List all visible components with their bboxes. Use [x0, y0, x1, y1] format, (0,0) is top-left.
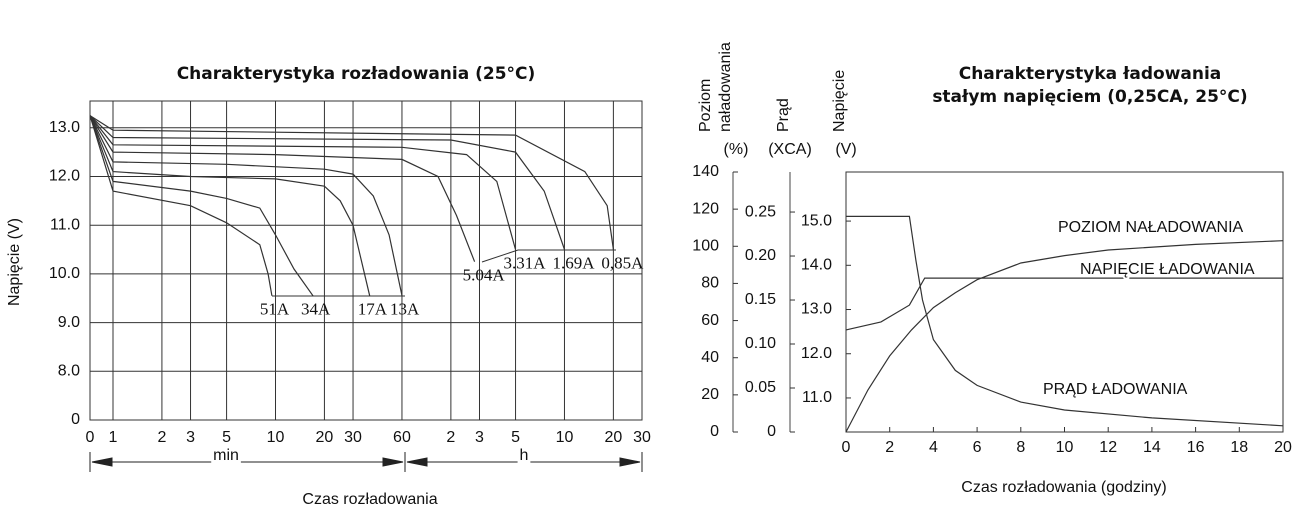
chart-title: Charakterystyka ładowania [959, 64, 1222, 84]
x-tick-label: 2 [157, 429, 166, 446]
y2-tick-label: 0.25 [745, 203, 776, 220]
discharge-curve [89, 115, 403, 296]
chart-title: stałym napięciem (0,25CA, 25°C) [932, 87, 1247, 107]
curve-label: 5.04A [463, 266, 506, 285]
curve-label: 1.69A [552, 253, 595, 272]
x-tick-label: 0 [842, 439, 851, 456]
x-tick-label: 10 [556, 429, 574, 446]
curve-label: 0,85A [601, 253, 644, 272]
charge-curve [845, 240, 1284, 433]
x-tick-label: 20 [604, 429, 622, 446]
y-tick-label: 100 [692, 238, 719, 255]
y-tick-label: 11.0 [50, 216, 80, 233]
curve-label: 51A [260, 300, 290, 319]
y-tick-label: 12.0 [49, 168, 80, 185]
x-tick-label: 2 [885, 439, 894, 456]
discharge-curve [89, 115, 371, 296]
x-tick-label: 2 [446, 429, 455, 446]
x-tick-label: 3 [475, 429, 484, 446]
y-unit: (%) [724, 141, 749, 158]
y2-unit: (XCA) [768, 141, 812, 158]
x-tick-label: 18 [1230, 439, 1248, 456]
y2-tick-label: 0.10 [745, 335, 776, 352]
x-tick-label: 30 [633, 429, 651, 446]
x-tick-label: 60 [393, 429, 411, 446]
y3-tick-label: 12.0 [801, 345, 832, 362]
curve-label: POZIOM NAŁADOWANIA [1058, 219, 1244, 236]
y2-tick-label: 0.20 [745, 247, 776, 264]
y-axis-title: naładowania [717, 42, 734, 132]
y-tick-label: 13.0 [49, 119, 80, 136]
y-tick-label: 40 [701, 349, 719, 366]
discharge-curve [89, 115, 273, 296]
discharge-curve [89, 115, 517, 250]
y-tick-label: 8.0 [58, 363, 80, 380]
x-tick-label: 20 [1274, 439, 1292, 456]
y3-axis-title: Napięcie [831, 70, 848, 132]
x-axis-title: Czas rozładowania [302, 491, 437, 508]
curve-label: 17A [358, 300, 388, 319]
x-tick-label: 20 [316, 429, 334, 446]
curve-label: NAPIĘCIE ŁADOWANIA [1080, 261, 1255, 278]
chart-title: Charakterystyka rozładowania (25°C) [177, 64, 536, 84]
discharge-curve [89, 115, 614, 250]
y-tick-label: 80 [701, 275, 719, 292]
span-arrows [89, 452, 643, 472]
discharge-curve [89, 115, 476, 262]
span-label: h [520, 447, 529, 464]
discharge-curve [89, 115, 314, 297]
y-tick-label: 0 [71, 411, 80, 428]
x-axis-title: Czas rozładowania (godziny) [961, 479, 1166, 496]
y2-axis-title: Prąd [775, 98, 792, 132]
y-axis-title: Napięcie (V) [6, 218, 23, 306]
y3-tick-label: 14.0 [801, 257, 832, 274]
x-tick-label: 6 [973, 439, 982, 456]
y-tick-label: 20 [701, 386, 719, 403]
y-tick-label: 140 [692, 163, 719, 180]
x-tick-label: 5 [511, 429, 520, 446]
charge-curve [845, 277, 1283, 331]
x-tick-label: 10 [267, 429, 285, 446]
x-tick-label: 0 [86, 429, 95, 446]
y3-tick-label: 11.0 [802, 389, 832, 406]
curve-label: 13A [390, 300, 420, 319]
y-tick-label: 0 [710, 423, 719, 440]
curve-label: 3.31A [504, 253, 547, 272]
y3-unit: (V) [835, 141, 856, 158]
y-tick-label: 9.0 [58, 314, 80, 331]
curve-label: 34A [301, 300, 331, 319]
x-tick-label: 3 [186, 429, 195, 446]
curve-label: PRĄD ŁADOWANIA [1043, 381, 1188, 398]
span-label: min [213, 447, 239, 464]
charge-curve [846, 215, 1284, 427]
x-tick-label: 4 [929, 439, 938, 456]
x-tick-label: 10 [1056, 439, 1074, 456]
y2-tick-label: 0 [767, 423, 776, 440]
x-tick-label: 14 [1143, 439, 1161, 456]
x-tick-label: 8 [1016, 439, 1025, 456]
y-tick-label: 120 [692, 200, 719, 217]
x-tick-label: 5 [222, 429, 231, 446]
discharge-curve [89, 115, 566, 250]
end-line [481, 249, 616, 263]
y3-tick-label: 13.0 [801, 301, 832, 318]
x-tick-label: 30 [344, 429, 362, 446]
y2-tick-label: 0.05 [745, 379, 776, 396]
x-tick-label: 16 [1187, 439, 1205, 456]
y2-tick-label: 0.15 [745, 291, 776, 308]
y-tick-label: 60 [701, 312, 719, 329]
x-tick-label: 1 [109, 429, 118, 446]
y-axis-title: Poziom [697, 79, 714, 132]
y3-tick-label: 15.0 [801, 212, 832, 229]
y-tick-label: 10.0 [49, 265, 80, 282]
x-tick-label: 12 [1099, 439, 1117, 456]
